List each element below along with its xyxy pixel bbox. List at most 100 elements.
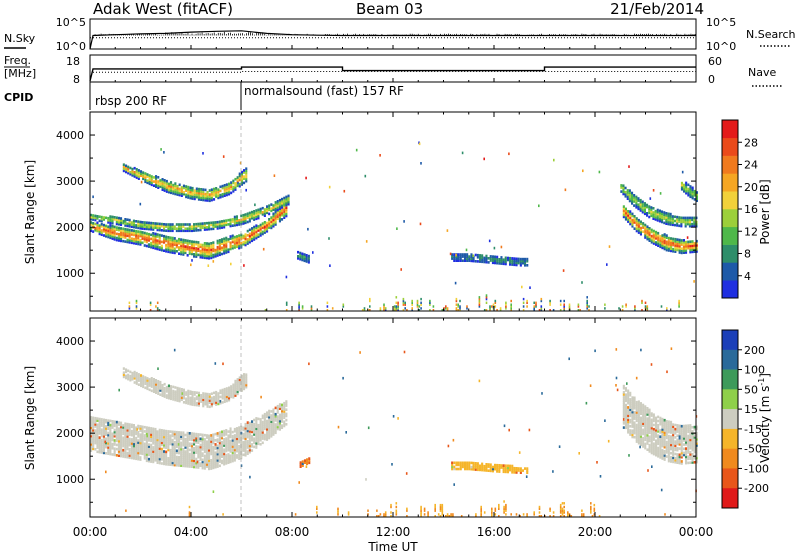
echo-cell (216, 225, 219, 228)
scatter-cell (160, 148, 162, 151)
echo-cell (195, 222, 198, 226)
echo-cell (208, 401, 211, 404)
ground-scatter-cell (478, 299, 481, 303)
echo-cell (240, 183, 243, 186)
echo-cell (105, 425, 108, 428)
ground-scatter-cell (499, 307, 502, 310)
ground-scatter-cell (678, 303, 680, 306)
echo-cell (163, 433, 166, 437)
echo-cell (127, 167, 130, 171)
echo-cell (637, 225, 640, 228)
echo-cell (642, 403, 645, 407)
echo-cell (639, 439, 642, 442)
ground-scatter-cell (404, 303, 406, 306)
echo-cell (216, 450, 219, 454)
echo-cell (687, 193, 690, 197)
echo-cell (221, 193, 224, 196)
echo-cell (197, 194, 200, 197)
ground-scatter-cell (478, 297, 481, 301)
echo-cell (661, 436, 664, 440)
echo-cell (92, 422, 95, 426)
echo-cell (684, 222, 687, 226)
echo-cell (165, 454, 168, 458)
echo-cell (266, 421, 269, 425)
echo-cell (105, 439, 108, 443)
echo-cell (210, 248, 213, 251)
echo-cell (235, 235, 238, 238)
echo-cell (186, 431, 189, 435)
freq-tick-bottom: 8 (73, 73, 80, 86)
echo-cell (191, 191, 194, 194)
echo-cell (276, 404, 279, 408)
echo-cell (622, 407, 625, 411)
echo-cell (631, 195, 634, 199)
echo-cell (199, 456, 202, 459)
ground-scatter-cell (455, 307, 458, 310)
echo-cell (175, 241, 178, 245)
echo-cell (120, 423, 123, 427)
echo-cell (158, 439, 161, 442)
echo-cell (227, 240, 230, 243)
echo-cell (203, 456, 206, 460)
echo-cell (657, 455, 660, 458)
echo-cell (128, 222, 131, 226)
echo-cell (139, 222, 142, 226)
echo-cell (139, 425, 142, 428)
echo-cell (186, 254, 189, 257)
ground-scatter-cell (402, 297, 405, 301)
echo-cell (148, 174, 151, 177)
echo-cell (130, 239, 133, 242)
scatter-cell (396, 227, 398, 230)
echo-cell (246, 446, 249, 449)
echo-cell (180, 252, 183, 256)
echo-cell (672, 444, 675, 447)
echo-cell (205, 440, 208, 443)
echo-cell (160, 462, 163, 465)
echo-cell (135, 382, 138, 385)
echo-cell (261, 416, 264, 420)
echo-cell (154, 224, 157, 227)
echo-cell (145, 223, 148, 227)
echo-cell (227, 453, 230, 456)
echo-cell (680, 220, 683, 224)
echo-cell (680, 247, 683, 250)
echo-cell (188, 436, 191, 439)
echo-cell (234, 182, 237, 185)
echo-cell (158, 453, 161, 457)
echo-cell (521, 259, 524, 263)
echo-cell (682, 453, 685, 457)
echo-cell (259, 207, 262, 211)
echo-cell (682, 218, 685, 222)
echo-cell (687, 240, 690, 244)
echo-cell (235, 445, 238, 449)
echo-cell (244, 449, 247, 453)
ground-scatter-cell (634, 305, 636, 308)
echo-cell (255, 215, 258, 219)
echo-cell (225, 441, 228, 444)
echo-cell (141, 438, 144, 441)
echo-cell (680, 441, 683, 444)
echo-cell (197, 249, 200, 252)
echo-cell (281, 211, 284, 215)
echo-cell (629, 404, 632, 407)
echo-cell (169, 438, 172, 442)
echo-cell (494, 463, 497, 467)
echo-cell (504, 258, 507, 262)
echo-cell (156, 222, 159, 225)
ground-scatter-cell (446, 307, 449, 310)
echo-cell (229, 450, 232, 453)
ground-scatter-cell (404, 301, 406, 304)
ground-scatter-cell (586, 299, 588, 303)
echo-cell (140, 170, 143, 173)
echo-cell (150, 226, 153, 229)
echo-cell (154, 238, 157, 242)
scatter-cell (455, 253, 457, 257)
echo-cell (672, 456, 675, 460)
echo-cell (517, 259, 520, 263)
echo-cell (650, 206, 653, 209)
nave-line (93, 71, 696, 73)
echo-cell (167, 246, 170, 249)
echo-cell (459, 461, 462, 465)
echo-cell (145, 428, 148, 431)
echo-cell (622, 386, 625, 390)
